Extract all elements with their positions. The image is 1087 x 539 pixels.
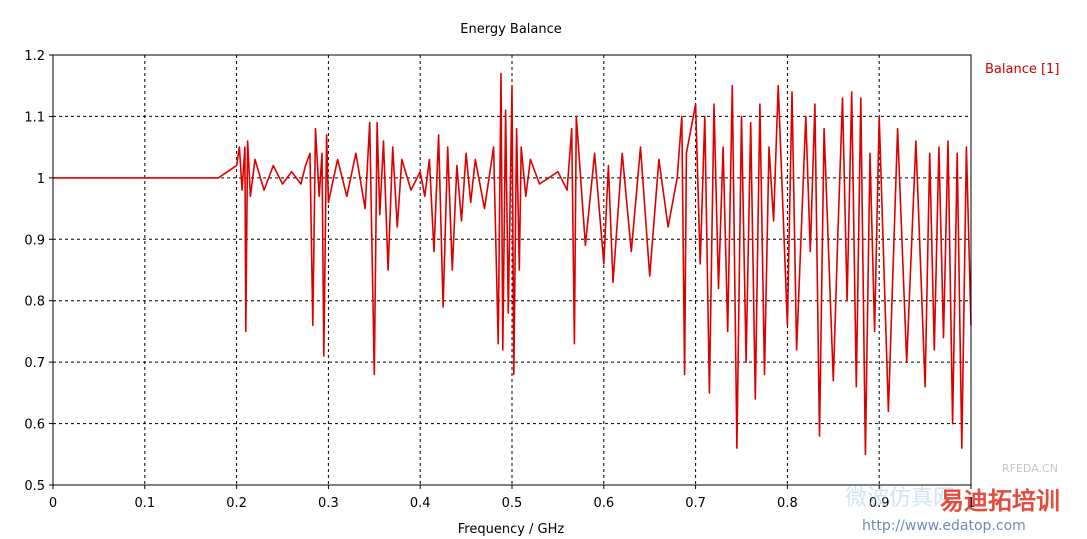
x-tick-label: 0.4 bbox=[410, 496, 431, 511]
watermark-url: http://www.edatop.com bbox=[862, 518, 1026, 534]
x-tick-label: 0 bbox=[49, 496, 57, 511]
chart-title: Energy Balance bbox=[460, 22, 562, 37]
y-tick-label: 0.9 bbox=[24, 233, 45, 248]
y-tick-label: 0.8 bbox=[24, 295, 45, 310]
series-line-balance bbox=[53, 72, 972, 456]
y-tick-label: 0.6 bbox=[24, 418, 45, 433]
x-tick-label: 1 bbox=[967, 496, 975, 511]
x-tick-label: 0.2 bbox=[226, 496, 247, 511]
x-tick-label: 0.8 bbox=[777, 496, 798, 511]
x-tick-labels: 0 0.1 0.2 0.3 0.4 0.5 0.6 0.7 0.8 0.9 1 bbox=[49, 485, 975, 511]
legend-series-balance[interactable]: Balance [1] bbox=[985, 62, 1059, 77]
x-tick-label: 0.7 bbox=[685, 496, 706, 511]
watermark: 微波仿真网 RFEDA.CN 易迪拓培训 http://www.edatop.c… bbox=[845, 462, 1060, 534]
y-tick-label: 0.5 bbox=[24, 479, 45, 494]
x-tick-label: 0.9 bbox=[869, 496, 890, 511]
watermark-site-cn: 微波仿真网 bbox=[845, 486, 955, 511]
x-tick-label: 0.6 bbox=[593, 496, 614, 511]
y-tick-labels: 1.2 1.1 1 0.9 0.8 0.7 0.6 0.5 bbox=[24, 49, 53, 494]
y-tick-label: 1.2 bbox=[24, 49, 45, 64]
y-tick-label: 0.7 bbox=[24, 356, 45, 371]
series-layer bbox=[53, 72, 972, 456]
x-tick-label: 0.1 bbox=[134, 496, 155, 511]
y-tick-label: 1 bbox=[37, 172, 45, 187]
y-tick-label: 1.1 bbox=[24, 110, 45, 125]
x-tick-label: 0.3 bbox=[318, 496, 339, 511]
x-axis-label: Frequency / GHz bbox=[458, 522, 565, 537]
watermark-brand-cn: 易迪拓培训 bbox=[940, 487, 1060, 515]
watermark-brand-en: RFEDA.CN bbox=[1002, 462, 1058, 475]
x-tick-label: 0.5 bbox=[502, 496, 523, 511]
